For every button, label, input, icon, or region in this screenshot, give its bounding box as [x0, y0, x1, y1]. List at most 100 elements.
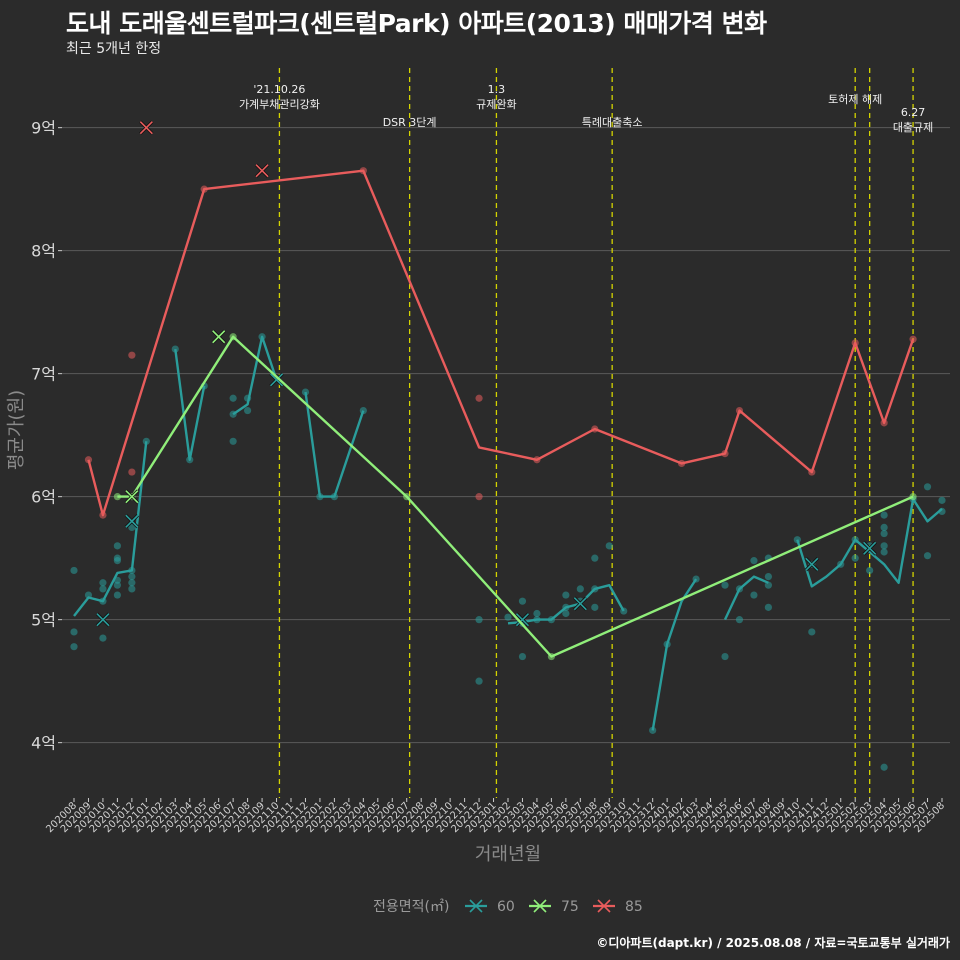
- series-60-point: [923, 552, 932, 560]
- series-85-point: [84, 456, 93, 464]
- series-60-point: [475, 616, 483, 624]
- y-tick-label: 5억: [31, 611, 56, 630]
- series-60-point: [113, 581, 121, 589]
- series-60-point: [229, 437, 237, 445]
- marker-stroke: [125, 514, 139, 528]
- series-60-marker: [862, 541, 877, 556]
- legend-marker: [533, 899, 547, 913]
- y-tick-label: 8억: [31, 242, 56, 261]
- series-60-point: [808, 628, 816, 636]
- series-60-point: [70, 628, 78, 636]
- series-85-point: [475, 493, 483, 501]
- series-60-point: [113, 542, 121, 550]
- series-60-point: [99, 634, 107, 642]
- legend-label: 85: [625, 899, 643, 915]
- x-axis-title: 거래년월: [475, 844, 541, 865]
- event-label: 토허제 해제: [828, 92, 882, 106]
- event-label: 1.3: [488, 83, 506, 96]
- series-60-point: [880, 763, 888, 771]
- series-60-point: [591, 603, 599, 611]
- series-60-line: [73, 335, 943, 731]
- series-60-point: [128, 579, 136, 587]
- series-60-point: [518, 597, 527, 605]
- series-75-line: [117, 335, 914, 658]
- series-60-point: [880, 529, 888, 538]
- y-axis-title: 평균가(원): [6, 390, 27, 470]
- series-60-marker: [573, 596, 588, 611]
- series-85-point: [128, 351, 136, 359]
- series-60-point: [518, 652, 527, 661]
- chart-subtitle: 최근 5개년 한정: [66, 41, 162, 57]
- series-60-point: [301, 388, 310, 396]
- series-60-point: [128, 585, 136, 593]
- series-60-point: [244, 406, 252, 415]
- series-60-marker: [804, 557, 819, 572]
- series-60-point: [99, 585, 107, 593]
- source-caption: ©디아파트(dapt.kr) / 2025.08.08 / 자료=국토교통부 실…: [596, 936, 950, 950]
- series-60-point: [750, 591, 758, 599]
- series-60-point: [938, 496, 946, 504]
- series-75-marker: [211, 329, 226, 344]
- event-label: 규제완화: [476, 98, 516, 111]
- marker-stroke: [96, 613, 110, 627]
- marker-stroke: [125, 490, 139, 504]
- series-60-marker: [269, 372, 284, 387]
- series-60-point: [880, 548, 888, 556]
- event-label: 가계부채관리강화: [239, 98, 320, 111]
- series-60-point: [128, 573, 136, 581]
- series-60-point: [533, 609, 541, 618]
- series-60-point: [475, 677, 483, 685]
- marker-stroke: [805, 557, 819, 571]
- series-60-point: [750, 557, 758, 565]
- chart-title: 도내 도래울센트럴파크(센트럴Park) 아파트(2013) 매매가격 변화: [66, 9, 767, 38]
- legend-marker: [469, 899, 483, 913]
- marker-stroke: [515, 613, 530, 627]
- series-60-point: [851, 554, 859, 562]
- series-60-marker: [95, 612, 111, 627]
- series-60-point: [605, 542, 613, 550]
- series-60-point: [562, 591, 570, 599]
- series-60-point: [113, 557, 121, 565]
- series-60-point: [99, 579, 107, 587]
- y-tick-label: 6억: [31, 488, 56, 507]
- event-label: '21.10.26: [253, 83, 305, 96]
- event-label: 6.27: [901, 106, 926, 119]
- series-60-point: [70, 566, 78, 575]
- series-layer: [70, 120, 946, 771]
- marker-stroke: [212, 330, 226, 344]
- series-60-marker: [124, 514, 139, 529]
- series-60-point: [880, 542, 888, 550]
- y-tick-label: 7억: [31, 365, 56, 384]
- y-axis: 4억 5억 6억 7억 8억 9억: [31, 119, 62, 753]
- series-60-point: [142, 437, 150, 445]
- legend-label: 75: [561, 899, 579, 915]
- event-label: 대출규제: [893, 121, 933, 134]
- x-axis: 2020082020092020102020112020122021012021…: [44, 798, 947, 835]
- series-60-marker: [515, 612, 530, 627]
- marker-stroke: [139, 121, 153, 135]
- series-60-point: [70, 643, 78, 651]
- legend: 전용면적(㎡) 60 75 85: [373, 899, 643, 915]
- series-60-point: [128, 523, 136, 532]
- legend-title: 전용면적(㎡): [373, 899, 449, 915]
- legend-label: 60: [497, 899, 515, 915]
- y-tick-label: 9억: [31, 119, 56, 138]
- series-85-marker: [139, 120, 154, 135]
- series-85-point: [475, 394, 483, 402]
- legend-item-60: 60: [465, 899, 515, 915]
- series-60-point: [923, 483, 932, 491]
- series-85-marker: [254, 163, 270, 178]
- series-75-marker: [124, 489, 139, 504]
- series-60-point: [880, 523, 888, 532]
- series-60-point: [562, 609, 570, 618]
- series-60-point: [764, 573, 773, 581]
- series-60-point: [721, 652, 729, 661]
- series-60-point: [735, 616, 744, 624]
- series-85-line: [87, 169, 915, 517]
- series-85-point: [128, 468, 136, 476]
- marker-stroke: [269, 373, 284, 387]
- legend-item-85: 85: [593, 899, 643, 915]
- legend-marker: [597, 899, 611, 913]
